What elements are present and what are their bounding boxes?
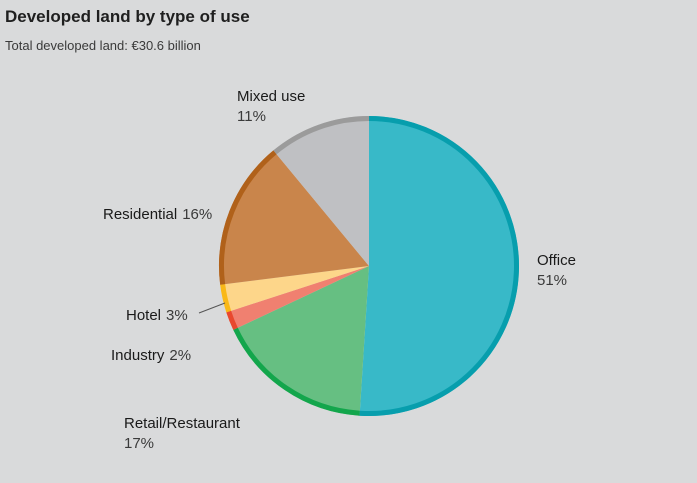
slice-rim-retail-restaurant [233, 327, 360, 416]
label-mixed-use-pct: 11% [237, 108, 266, 125]
slice-rim-industry [226, 310, 238, 330]
hotel-leader-line [198, 302, 226, 314]
slice-office [359, 116, 519, 416]
slice-rim-mixed-use [273, 116, 370, 155]
chart-title: Developed land by type of use [5, 7, 250, 26]
label-retail-pct: 17% [124, 435, 154, 452]
slice-mixed-use [273, 116, 369, 266]
label-residential-name: Residential [103, 206, 177, 223]
slice-hotel [220, 266, 369, 313]
slice-retail-restaurant [233, 266, 369, 416]
label-hotel-pct: 3% [166, 307, 188, 324]
label-residential-pct: 16% [182, 206, 212, 223]
slice-rim-residential [219, 150, 277, 285]
slice-rim-office [359, 116, 519, 416]
label-hotel: Hotel 3% [126, 307, 188, 324]
label-office-name: Office [537, 252, 576, 269]
label-retail-name: Retail/Restaurant [124, 415, 241, 432]
label-hotel-name: Hotel [126, 307, 161, 324]
slice-industry [226, 266, 369, 330]
label-office-pct: 51% [537, 272, 567, 289]
slice-rim-hotel [220, 284, 232, 313]
slice-residential [219, 150, 369, 285]
label-mixed-use-name: Mixed use [237, 88, 305, 105]
label-industry-name: Industry [111, 347, 165, 364]
label-industry: Industry 2% [111, 347, 191, 364]
chart-subtitle: Total developed land: €30.6 billion [5, 38, 201, 53]
label-residential: Residential 16% [103, 206, 212, 223]
label-industry-pct: 2% [169, 347, 191, 364]
